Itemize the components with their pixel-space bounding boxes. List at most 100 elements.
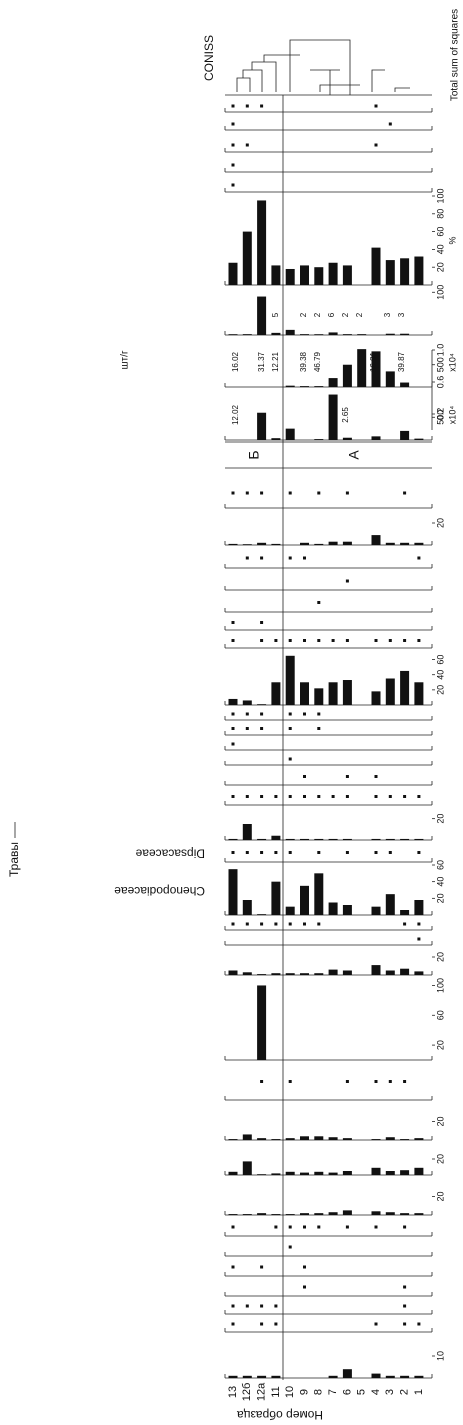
bar xyxy=(400,1139,410,1140)
annotation: 2.65 xyxy=(341,407,350,423)
bar xyxy=(342,265,352,285)
bar xyxy=(257,1174,267,1175)
dot xyxy=(403,1080,407,1083)
tick-label: 500 xyxy=(435,357,445,372)
annotation: 16.31 xyxy=(369,351,378,372)
bar xyxy=(385,838,395,840)
sample-label: 2 xyxy=(399,1389,411,1395)
bar xyxy=(257,1213,267,1215)
dot xyxy=(231,491,235,495)
bar xyxy=(300,542,309,545)
bar xyxy=(414,438,424,440)
bar xyxy=(371,436,381,440)
bar xyxy=(314,973,324,975)
dot xyxy=(231,851,235,854)
bar xyxy=(414,971,424,975)
dot xyxy=(417,851,421,854)
bar xyxy=(371,351,381,387)
bar xyxy=(271,881,281,915)
annotation: 2 xyxy=(341,312,350,317)
dot xyxy=(231,1265,235,1269)
dot xyxy=(374,851,378,854)
dot xyxy=(417,937,421,941)
dot xyxy=(303,1285,306,1289)
dot xyxy=(345,491,349,495)
bar xyxy=(228,1375,238,1378)
bar xyxy=(328,838,338,840)
bar xyxy=(228,334,238,335)
dot xyxy=(245,556,249,560)
tick-label: 20 xyxy=(435,518,445,528)
sample-label: 13 xyxy=(227,1386,239,1398)
bar xyxy=(257,542,267,545)
dot xyxy=(260,712,264,716)
dot xyxy=(331,639,335,642)
bar xyxy=(400,910,410,915)
dot xyxy=(303,556,306,560)
bar xyxy=(414,1213,424,1215)
bar xyxy=(285,329,295,335)
dot xyxy=(245,104,249,108)
tick-label: 0.6 xyxy=(435,376,445,389)
bar xyxy=(400,430,410,440)
unit-label: x10⁴ xyxy=(447,353,457,372)
bar xyxy=(300,1172,309,1175)
bar xyxy=(385,1171,395,1175)
dot xyxy=(403,1225,407,1229)
bar xyxy=(371,1373,381,1378)
dot xyxy=(317,922,321,926)
bar xyxy=(271,1214,281,1215)
bar xyxy=(257,1375,267,1378)
bar xyxy=(328,262,338,285)
bar xyxy=(271,835,281,840)
bar xyxy=(314,688,324,705)
sample-label: 9 xyxy=(298,1389,310,1395)
bar xyxy=(314,267,324,285)
dot xyxy=(288,556,292,560)
dot xyxy=(374,143,378,147)
bar xyxy=(242,544,252,545)
bar xyxy=(414,1167,424,1175)
dot xyxy=(374,1225,378,1229)
dot xyxy=(417,922,421,926)
annotation: 2 xyxy=(299,312,308,317)
bar xyxy=(228,1214,238,1215)
dot xyxy=(317,1225,321,1229)
bar xyxy=(242,1214,252,1215)
dot xyxy=(288,491,292,495)
dot xyxy=(274,795,278,798)
dot xyxy=(403,491,407,495)
taxon-label: Dipsacaceae xyxy=(135,846,205,860)
dot xyxy=(245,851,249,854)
bar xyxy=(328,682,338,705)
coniss-axis-label: Total sum of squares xyxy=(450,9,461,101)
dot xyxy=(345,639,349,642)
sample-label: 6 xyxy=(341,1389,353,1395)
annotation: 46.79 xyxy=(313,351,322,372)
dot xyxy=(245,143,249,147)
bar xyxy=(242,972,252,975)
dot xyxy=(260,922,264,926)
bar xyxy=(328,902,338,915)
unit-label: шт/г xyxy=(120,350,131,369)
tick-label: 100 xyxy=(435,188,445,203)
bar xyxy=(314,334,324,335)
tick-label: 60 xyxy=(435,655,445,665)
bar xyxy=(300,885,309,915)
bar xyxy=(257,985,267,1060)
bar xyxy=(371,906,381,915)
bar xyxy=(342,1138,352,1140)
bar xyxy=(400,1375,410,1378)
dot xyxy=(231,795,235,798)
dot xyxy=(403,1322,407,1326)
dot xyxy=(260,639,264,642)
dot xyxy=(231,922,235,926)
sample-label: 12а xyxy=(256,1382,268,1401)
bar xyxy=(371,535,381,545)
bar xyxy=(257,412,267,440)
bar xyxy=(385,970,395,975)
bar xyxy=(257,704,267,705)
dot xyxy=(374,795,378,798)
bar xyxy=(314,439,324,440)
bar xyxy=(242,1375,252,1378)
